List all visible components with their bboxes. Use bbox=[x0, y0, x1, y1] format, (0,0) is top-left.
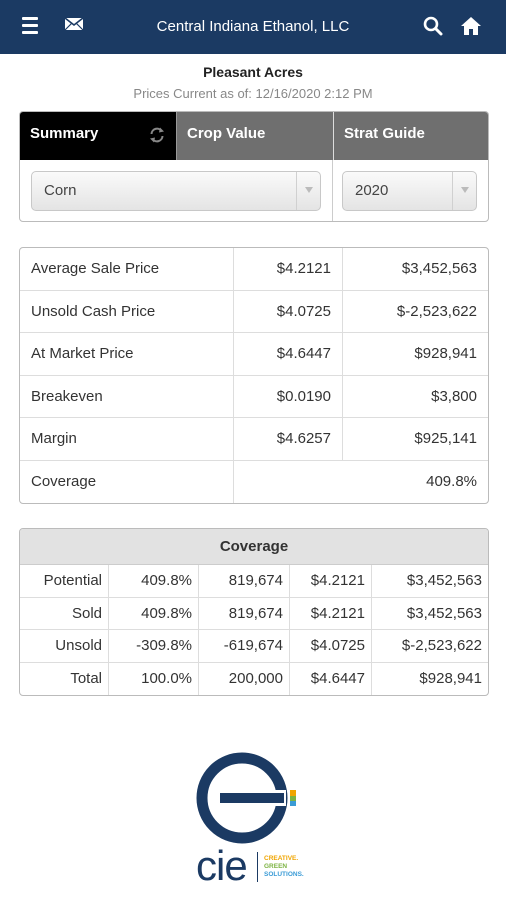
row-value: $928,941 bbox=[342, 333, 488, 376]
table-row: Average Sale Price $4.2121 $3,452,563 bbox=[20, 248, 488, 291]
logo-divider bbox=[257, 852, 258, 882]
row-label: At Market Price bbox=[20, 333, 233, 376]
crop-select-value: Corn bbox=[44, 182, 77, 199]
row-value: $3,800 bbox=[342, 375, 488, 418]
cell-qty: 200,000 bbox=[198, 662, 289, 695]
tab-crop-value-label: Crop Value bbox=[187, 125, 266, 142]
logo-tagline: CREATIVE. GREEN SOLUTIONS. bbox=[264, 855, 304, 879]
row-label: Breakeven bbox=[20, 376, 233, 418]
row-price: $4.6447 bbox=[233, 333, 342, 376]
cell-label: Total bbox=[70, 670, 102, 688]
cell-label: Sold bbox=[20, 598, 108, 630]
crop-select[interactable]: Corn bbox=[31, 171, 321, 211]
search-icon[interactable] bbox=[423, 16, 443, 41]
tagline-line-2: GREEN bbox=[264, 863, 288, 870]
menu-icon[interactable] bbox=[22, 17, 42, 37]
row-price: $4.0725 bbox=[233, 290, 342, 333]
year-select-value: 2020 bbox=[355, 182, 389, 199]
row-label: Margin bbox=[20, 418, 233, 461]
row-value: $-2,523,622 bbox=[342, 290, 488, 333]
cell-value: $-2,523,622 bbox=[371, 630, 488, 663]
tab-strat-guide-label: Strat Guide bbox=[344, 125, 425, 142]
app-title: Central Indiana Ethanol, LLC bbox=[156, 18, 350, 35]
tagline-line-1: CREATIVE. bbox=[264, 855, 299, 862]
cell-pct: 409.8% bbox=[108, 597, 198, 630]
table-row: Potential 409.8% 819,674 $4.2121 $3,452,… bbox=[20, 565, 488, 598]
tab-crop-value[interactable]: Crop Value bbox=[176, 112, 333, 160]
coverage-value: 409.8% bbox=[233, 460, 488, 503]
table-row: Sold 409.8% 819,674 $4.2121 $3,452,563 bbox=[20, 597, 488, 630]
tab-bar: Summary Crop Value Strat Guide bbox=[20, 112, 488, 160]
refresh-icon[interactable] bbox=[148, 126, 166, 148]
divider bbox=[332, 160, 333, 221]
tagline-line-3: SOLUTIONS. bbox=[264, 871, 304, 878]
chevron-down-icon bbox=[296, 172, 320, 210]
row-value: $3,452,563 bbox=[342, 248, 488, 291]
coverage-table-title: Coverage bbox=[20, 529, 488, 565]
year-select[interactable]: 2020 bbox=[342, 171, 477, 211]
tab-panel: Summary Crop Value Strat Guide Corn 2020 bbox=[19, 111, 489, 222]
table-row: Breakeven $0.0190 $3,800 bbox=[20, 375, 488, 418]
cell-qty: 819,674 bbox=[198, 597, 289, 630]
coverage-table: Coverage Potential 409.8% 819,674 $4.212… bbox=[19, 528, 489, 696]
cell-value: $3,452,563 bbox=[371, 597, 488, 630]
price-timestamp: Prices Current as of: 12/16/2020 2:12 PM bbox=[133, 86, 373, 101]
table-row: Total 100.0% 200,000 $4.6447 $928,941 bbox=[20, 662, 488, 695]
cell-pct: 100.0% bbox=[108, 662, 198, 695]
chevron-down-icon bbox=[452, 172, 476, 210]
tab-summary-label: Summary bbox=[30, 125, 99, 142]
row-value: $925,141 bbox=[342, 418, 488, 461]
row-label: Average Sale Price bbox=[20, 248, 233, 291]
row-label: Unsold Cash Price bbox=[20, 291, 233, 333]
table-header-row: Coverage bbox=[20, 529, 488, 565]
row-price: $4.6257 bbox=[233, 418, 342, 461]
tab-strat-guide[interactable]: Strat Guide bbox=[333, 112, 488, 160]
cell-value: $3,452,563 bbox=[371, 565, 488, 598]
mail-icon[interactable] bbox=[64, 16, 84, 37]
row-price: $0.0190 bbox=[233, 375, 342, 418]
cell-label: Potential bbox=[20, 565, 108, 598]
table-row: Margin $4.6257 $925,141 bbox=[20, 418, 488, 461]
summary-table: Average Sale Price $4.2121 $3,452,563 Un… bbox=[19, 247, 489, 504]
cell-label: Unsold bbox=[20, 630, 108, 663]
table-row: Coverage 409.8% bbox=[20, 460, 488, 503]
cell-price: $4.2121 bbox=[289, 565, 371, 598]
filter-row: Corn 2020 bbox=[20, 160, 488, 221]
cell-pct: 409.8% bbox=[108, 565, 198, 598]
table-row: Unsold Cash Price $4.0725 $-2,523,622 bbox=[20, 290, 488, 333]
cell-qty: 819,674 bbox=[198, 565, 289, 598]
cell-pct: -309.8% bbox=[108, 630, 198, 663]
coverage-label: Coverage bbox=[31, 473, 97, 491]
home-icon[interactable] bbox=[460, 15, 482, 42]
cell-price: $4.6447 bbox=[289, 662, 371, 695]
cell-price: $4.2121 bbox=[289, 597, 371, 630]
logo-mark bbox=[196, 752, 296, 844]
cie-logo: cie CREATIVE. GREEN SOLUTIONS. bbox=[190, 750, 330, 890]
cell-qty: -619,674 bbox=[198, 630, 289, 663]
logo-text: cie bbox=[196, 842, 248, 889]
row-price: $4.2121 bbox=[233, 248, 342, 291]
table-row: Unsold -309.8% -619,674 $4.0725 $-2,523,… bbox=[20, 630, 488, 663]
farm-name: Pleasant Acres bbox=[203, 64, 303, 80]
cell-price: $4.0725 bbox=[289, 630, 371, 663]
cell-value: $928,941 bbox=[371, 662, 488, 695]
tab-summary[interactable]: Summary bbox=[20, 112, 176, 160]
app-header: Central Indiana Ethanol, LLC bbox=[0, 0, 506, 54]
table-row: At Market Price $4.6447 $928,941 bbox=[20, 333, 488, 376]
